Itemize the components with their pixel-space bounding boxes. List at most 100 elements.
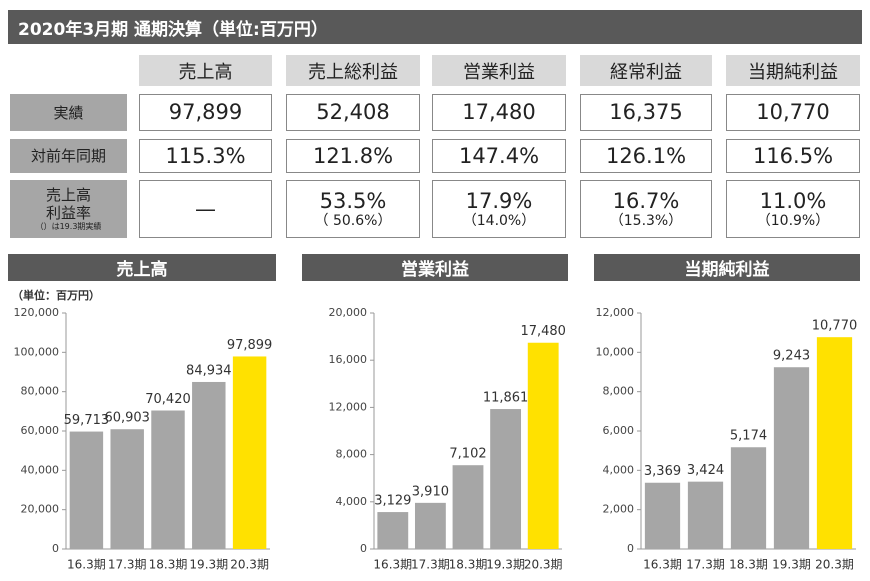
cell-value: 116.5% (752, 143, 834, 168)
value-label: 3,910 (412, 484, 449, 499)
x-tick-label: 20.3期 (230, 558, 269, 572)
bar (110, 429, 144, 549)
y-tick-label: 2,000 (603, 503, 635, 516)
value-label: 3,369 (644, 464, 681, 479)
y-tick-label: 8,000 (336, 448, 368, 461)
x-tick-label: 19.3期 (486, 558, 525, 572)
cell-value: 10,770 (756, 100, 830, 125)
row-label: 売上高 利益率 （）は19.3期実績 (10, 180, 127, 238)
cell-value: — (195, 196, 216, 221)
cell-value: 17,480 (462, 100, 536, 125)
y-tick-label: 4,000 (603, 463, 635, 476)
value-label: 7,102 (449, 447, 486, 462)
x-tick-label: 20.3期 (524, 558, 563, 572)
y-tick-label: 20,000 (21, 503, 60, 516)
y-tick-label: 4,000 (336, 495, 368, 508)
bar (644, 482, 681, 549)
y-tick-label: 12,000 (596, 306, 635, 319)
value-label: 5,174 (730, 429, 767, 444)
table-cell: 147.4% (432, 139, 566, 173)
x-tick-label: 17.3期 (686, 558, 725, 572)
table-cell: 126.1% (580, 139, 712, 173)
table-cell: — (139, 180, 272, 238)
bar (816, 337, 853, 549)
table-cell: 116.5% (726, 139, 860, 173)
value-label: 3,129 (374, 494, 411, 509)
y-tick-label: 0 (52, 542, 59, 555)
x-tick-label: 16.3期 (373, 558, 412, 572)
x-tick-label: 17.3期 (411, 558, 450, 572)
bar (730, 447, 767, 549)
value-label: 60,903 (104, 411, 150, 426)
table-cell: 97,899 (139, 94, 272, 131)
value-label: 9,243 (773, 349, 810, 364)
y-tick-label: 0 (627, 542, 634, 555)
bar (192, 381, 226, 549)
table-cell: 52,408 (286, 94, 420, 131)
row-label-line: 実績 (53, 103, 84, 122)
y-tick-label: 16,000 (329, 353, 368, 366)
cell-value: 17.9% (465, 188, 533, 213)
cell-value: 16,375 (609, 100, 683, 125)
y-tick-label: 6,000 (603, 424, 635, 437)
value-label: 11,861 (483, 391, 529, 406)
cell-value: 11.0% (759, 188, 827, 213)
row-note: （）は19.3期実績 (35, 222, 102, 232)
column-header: 当期純利益 (726, 55, 860, 86)
column-header: 経常利益 (580, 55, 712, 86)
table-cell: 11.0% （10.9%） (726, 180, 860, 238)
cell-sub: （10.9%） (756, 213, 830, 230)
cell-value: 16.7% (612, 188, 680, 213)
y-tick-label: 120,000 (14, 306, 60, 319)
table-cell: 16.7% （15.3%） (580, 180, 712, 238)
row-label-line: 売上高 (45, 186, 91, 205)
cell-value: 52,408 (316, 100, 390, 125)
y-tick-label: 40,000 (21, 463, 60, 476)
unit-label: （単位：百万円） (12, 288, 100, 302)
row-label: 実績 (10, 94, 127, 131)
y-tick-label: 60,000 (21, 424, 60, 437)
row-label-line: 利益率 (45, 204, 91, 223)
bar (414, 502, 446, 549)
column-header: 売上高 (139, 55, 272, 86)
cell-value: 53.5% (319, 188, 387, 213)
chart-title: 営業利益 (302, 254, 568, 281)
y-tick-label: 8,000 (603, 385, 635, 398)
value-label: 10,770 (812, 319, 858, 334)
bar (151, 410, 185, 549)
table-cell: 115.3% (139, 139, 272, 173)
x-tick-label: 17.3期 (108, 558, 147, 572)
cell-sub: （ 50.6%） (314, 213, 392, 230)
table-cell: 16,375 (580, 94, 712, 131)
cell-value: 126.1% (605, 143, 687, 168)
bar (527, 342, 559, 549)
bar (452, 465, 484, 549)
cell-sub: （15.3%） (609, 213, 683, 230)
row-label: 対前年同期 (10, 139, 127, 173)
y-tick-label: 10,000 (596, 345, 635, 358)
x-tick-label: 20.3期 (815, 558, 854, 572)
x-tick-label: 19.3期 (772, 558, 811, 572)
y-tick-label: 0 (360, 542, 367, 555)
value-label: 84,934 (186, 363, 232, 378)
x-tick-label: 18.3期 (449, 558, 488, 572)
cell-value: 115.3% (165, 143, 246, 168)
bar (687, 481, 724, 549)
chart-title: 当期純利益 (594, 254, 860, 281)
value-label: 97,899 (227, 338, 273, 353)
table-cell: 17,480 (432, 94, 566, 131)
x-tick-label: 16.3期 (643, 558, 682, 572)
value-label: 3,424 (687, 463, 724, 478)
cell-sub: （14.0%） (462, 213, 536, 230)
value-label: 59,713 (64, 413, 110, 428)
table-cell: 10,770 (726, 94, 860, 131)
x-tick-label: 18.3期 (729, 558, 768, 572)
bar (232, 356, 267, 549)
bar (69, 431, 104, 549)
cell-value: 121.8% (312, 143, 394, 168)
bar (377, 512, 409, 549)
x-tick-label: 18.3期 (149, 558, 188, 572)
y-tick-label: 12,000 (329, 400, 368, 413)
